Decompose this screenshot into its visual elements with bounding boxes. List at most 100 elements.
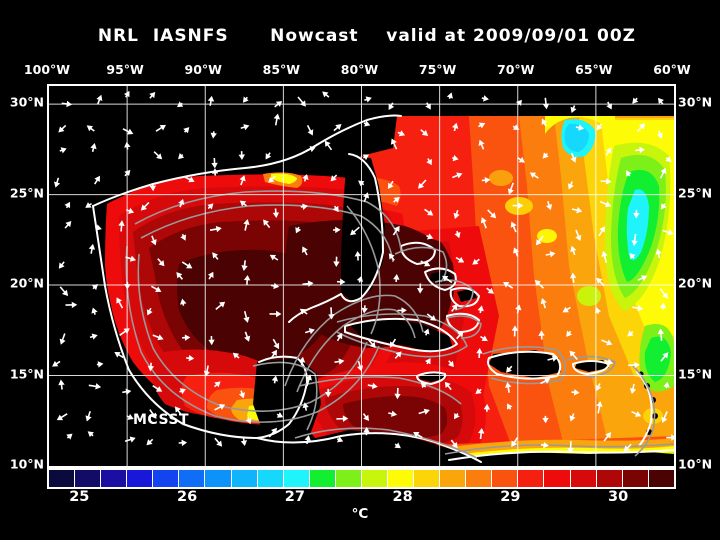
colorbar-swatch-21[interactable] <box>596 470 623 487</box>
current-vector-head <box>241 265 248 271</box>
colorbar-swatch-15[interactable] <box>440 470 467 487</box>
current-vector-head <box>212 252 219 259</box>
lon-tick-label: 65°W <box>575 62 613 77</box>
colorbar-swatch-13[interactable] <box>388 470 415 487</box>
current-vector-head <box>663 381 670 388</box>
current-vector-head <box>140 204 147 211</box>
colorbar-swatch-4[interactable] <box>153 470 180 487</box>
current-vector-head <box>659 302 667 309</box>
colorbar-swatch-9[interactable] <box>283 470 310 487</box>
colorbar-swatch-20[interactable] <box>570 470 597 487</box>
current-vector-head <box>322 91 329 98</box>
current-vector-head <box>52 360 59 367</box>
current-vector-head <box>62 289 69 297</box>
current-vector-head <box>542 152 549 159</box>
current-vector-head <box>232 352 240 359</box>
current-vector-head <box>393 225 400 233</box>
colorbar-swatch-1[interactable] <box>75 470 102 487</box>
colorbar-swatch-19[interactable] <box>544 470 571 487</box>
colorbar-swatch-12[interactable] <box>361 470 389 487</box>
lat-tick-label: 25°N <box>9 185 44 201</box>
lon-tick-label: 95°W <box>106 62 144 77</box>
current-vector-head <box>576 207 583 214</box>
colorbar-swatch-8[interactable] <box>257 470 284 487</box>
current-vector-head <box>639 146 645 154</box>
current-vector-head <box>625 170 632 177</box>
colorbar-swatch-18[interactable] <box>518 470 545 487</box>
current-vector-head <box>388 253 395 260</box>
current-vector-head <box>158 260 165 267</box>
lon-tick-label: 90°W <box>184 62 222 77</box>
lat-tick-label: 25°N <box>678 185 713 201</box>
current-vector-head <box>58 126 65 133</box>
lon-tick-label: 75°W <box>418 62 457 77</box>
sst-map-panel[interactable] <box>47 84 676 468</box>
current-vector-head <box>452 154 459 162</box>
dataset-annotation: MCSST <box>133 412 190 428</box>
lon-tick-label: 80°W <box>340 62 379 77</box>
current-vector-head <box>350 229 357 236</box>
current-vector-head <box>271 349 278 357</box>
colorbar-swatch-22[interactable] <box>622 470 649 487</box>
colorbar-swatch-23[interactable] <box>648 470 674 487</box>
current-vector-head <box>207 203 214 210</box>
current-vector-head <box>401 307 407 314</box>
current-vector-head <box>606 339 613 346</box>
current-vector-head <box>453 212 460 219</box>
page-title: NRL IASNFS Nowcast valid at 2009/09/01 0… <box>0 6 720 46</box>
current-vector-head <box>299 308 307 315</box>
current-vector-head <box>490 212 497 219</box>
colorbar-swatch-16[interactable] <box>466 470 493 487</box>
current-vector-head <box>208 339 215 346</box>
current-vector-head <box>95 383 102 390</box>
current-vector-head <box>667 229 674 236</box>
colorbar-swatch-2[interactable] <box>101 470 128 487</box>
current-vector-head <box>243 274 251 281</box>
current-vector-head <box>634 411 642 417</box>
colorbar-tick: 30 <box>608 489 629 505</box>
colorbar-swatch-14[interactable] <box>414 470 441 487</box>
current-vector-head <box>302 203 309 210</box>
current-vector-head <box>416 287 424 294</box>
current-vector-head <box>429 315 437 321</box>
current-vector-head <box>393 196 400 203</box>
current-vector-head <box>128 207 135 214</box>
current-vector-head <box>657 328 665 335</box>
colorbar-swatch-7[interactable] <box>231 470 258 487</box>
current-vector-head <box>507 188 514 195</box>
current-vector-head <box>307 129 314 136</box>
current-vector-head <box>58 262 65 269</box>
current-vector-head <box>567 448 574 454</box>
current-vector-head <box>215 225 222 233</box>
current-vector-head <box>66 433 73 440</box>
current-vector-head <box>328 313 335 320</box>
colorbar-swatch-5[interactable] <box>179 470 206 487</box>
current-vector-head <box>661 416 668 423</box>
current-vector-head <box>118 220 125 226</box>
colorbar-tick: 28 <box>392 489 413 505</box>
current-vector-head <box>214 381 221 388</box>
colorbar[interactable] <box>47 468 676 489</box>
current-vector-head <box>578 124 585 131</box>
current-vector-head <box>363 426 370 433</box>
current-vector-head <box>483 95 489 102</box>
current-vector-head <box>423 328 430 335</box>
colorbar-swatch-17[interactable] <box>492 470 519 487</box>
current-vector-head <box>551 355 558 362</box>
current-vector-head <box>244 335 251 342</box>
current-vector-head <box>363 414 369 421</box>
current-vector-head <box>239 175 246 182</box>
colorbar-swatch-3[interactable] <box>127 470 154 487</box>
current-vector-head <box>184 334 191 341</box>
colorbar-tick: 27 <box>284 489 305 505</box>
colorbar-swatch-10[interactable] <box>309 470 336 487</box>
current-vector-head <box>389 341 396 348</box>
colorbar-swatch-0[interactable] <box>49 470 76 487</box>
current-vector-head <box>324 140 331 147</box>
colorbar-swatch-11[interactable] <box>335 470 362 487</box>
current-vector-head <box>271 375 279 382</box>
current-vector-head <box>478 122 486 129</box>
current-vector-head <box>390 410 398 417</box>
colorbar-swatch-6[interactable] <box>205 470 232 487</box>
current-vector-head <box>71 301 78 309</box>
